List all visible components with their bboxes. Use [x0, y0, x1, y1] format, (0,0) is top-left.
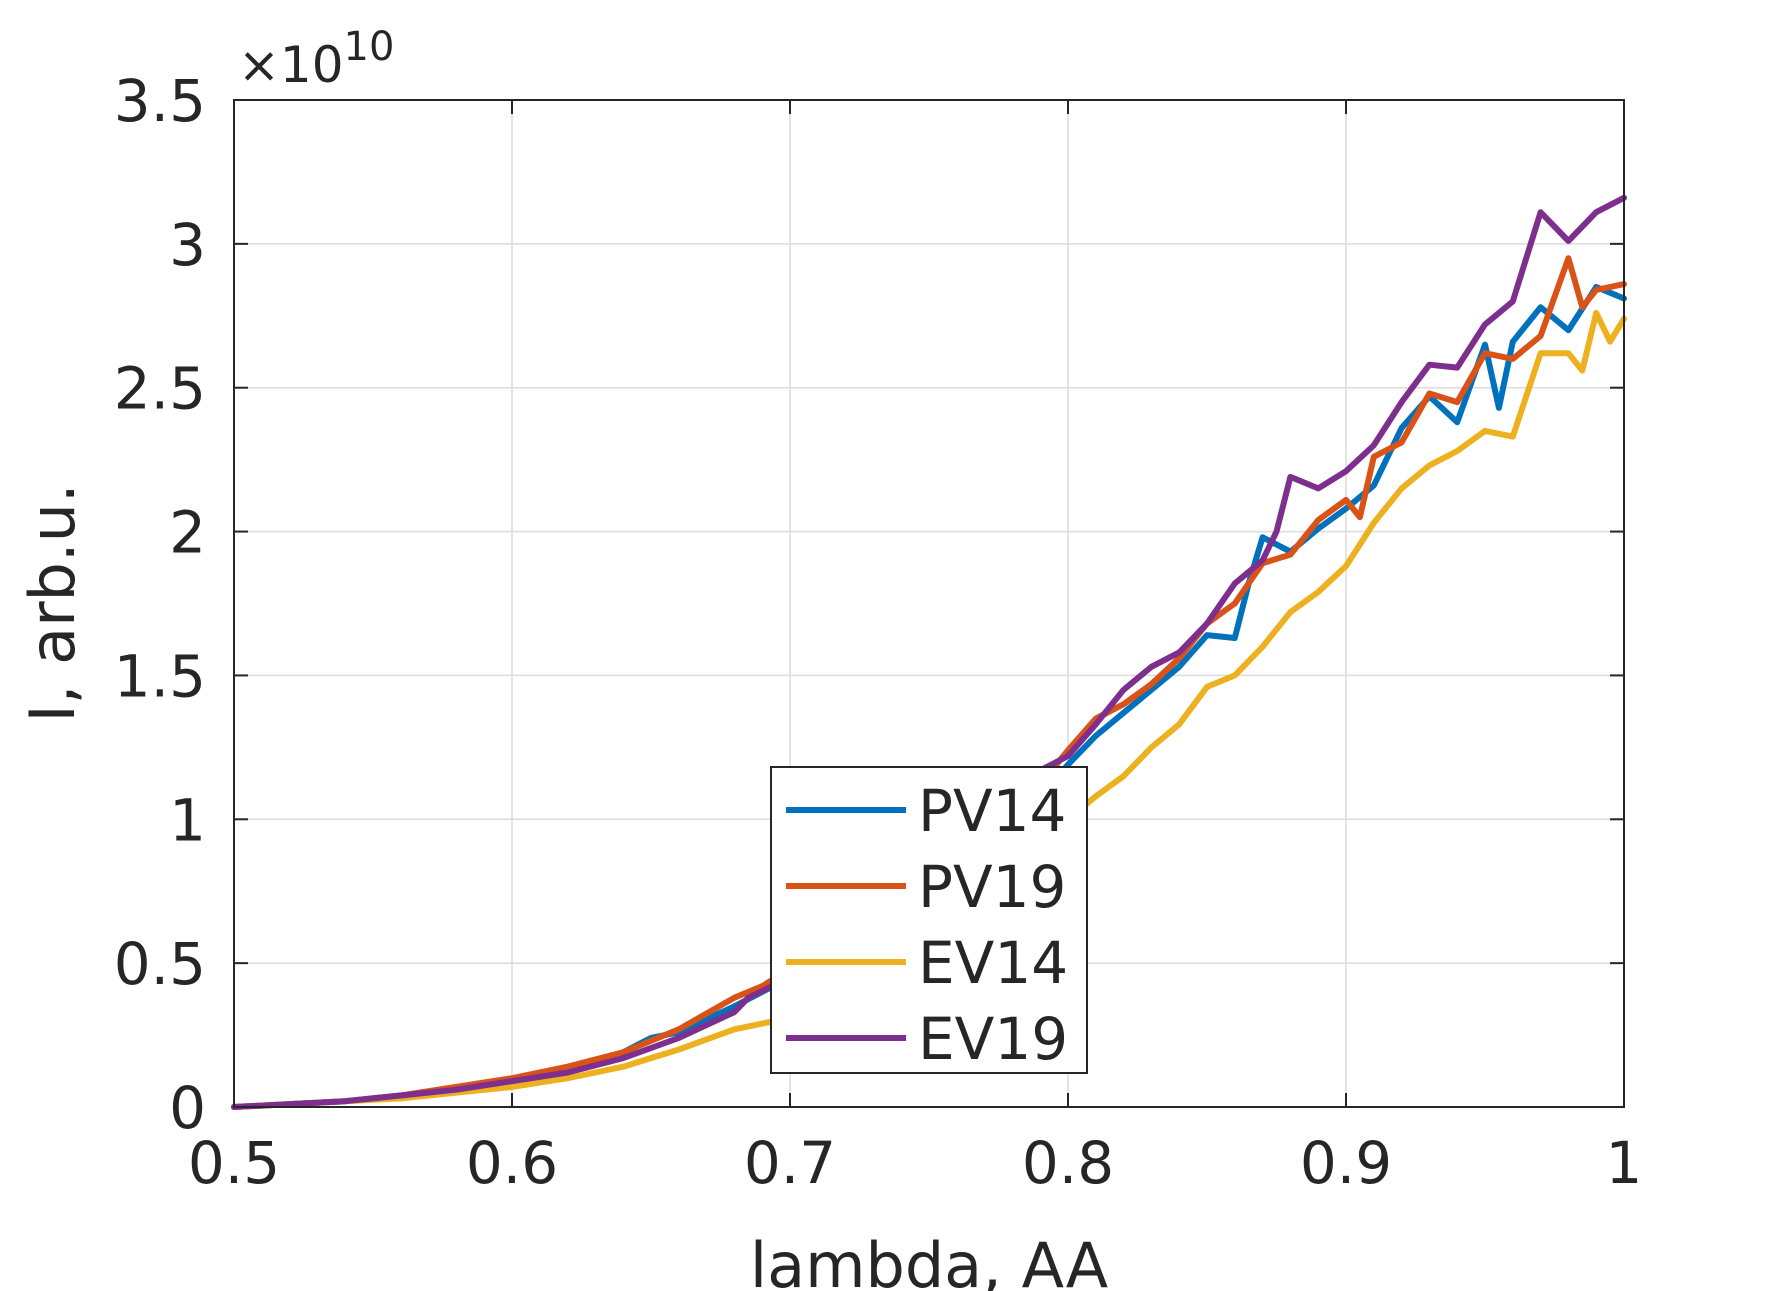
legend: PV14 PV19 EV14 EV19 — [770, 766, 1088, 1074]
legend-label-pv19: PV19 — [918, 853, 1066, 921]
series-line-ev14 — [231, 309, 1627, 1110]
y-tick-label: 0.5 — [114, 930, 206, 998]
y-tick-label: 3.5 — [114, 67, 206, 135]
y-tick-label: 1.5 — [114, 642, 206, 710]
legend-label-pv14: PV14 — [918, 777, 1066, 845]
legend-label-ev14: EV14 — [918, 929, 1068, 997]
x-tick-label: 1 — [1606, 1129, 1643, 1197]
tick-labels: 0.5 0.6 0.7 0.8 0.9 100.511.522.533.5 — [114, 67, 1643, 1197]
y-tick-label: 1 — [169, 786, 206, 854]
series-line-pv19 — [231, 255, 1627, 1110]
x-tick-label: 0.8 — [1022, 1129, 1114, 1197]
legend-label-ev19: EV19 — [918, 1005, 1068, 1073]
series-line-ev19 — [231, 194, 1627, 1110]
legend-box — [770, 766, 1088, 1074]
ticks — [233, 99, 1625, 1108]
series-lines — [231, 194, 1627, 1110]
x-tick-label: 0.6 — [466, 1129, 558, 1197]
y-tick-label: 0 — [169, 1074, 206, 1142]
x-tick-label: 0.9 — [1300, 1129, 1392, 1197]
x-axis-label: lambda, AA — [750, 1229, 1108, 1291]
x-tick-label: 0.7 — [744, 1129, 836, 1197]
x-tick-label: 0.5 — [188, 1129, 280, 1197]
y-exponent-label: ×1010 — [238, 24, 394, 94]
y-tick-label: 2.5 — [114, 355, 206, 423]
y-tick-label: 3 — [169, 211, 206, 279]
y-tick-label: 2 — [169, 499, 206, 567]
axes-box — [233, 99, 1625, 1108]
y-axis-label: I, arb.u. — [16, 483, 89, 722]
